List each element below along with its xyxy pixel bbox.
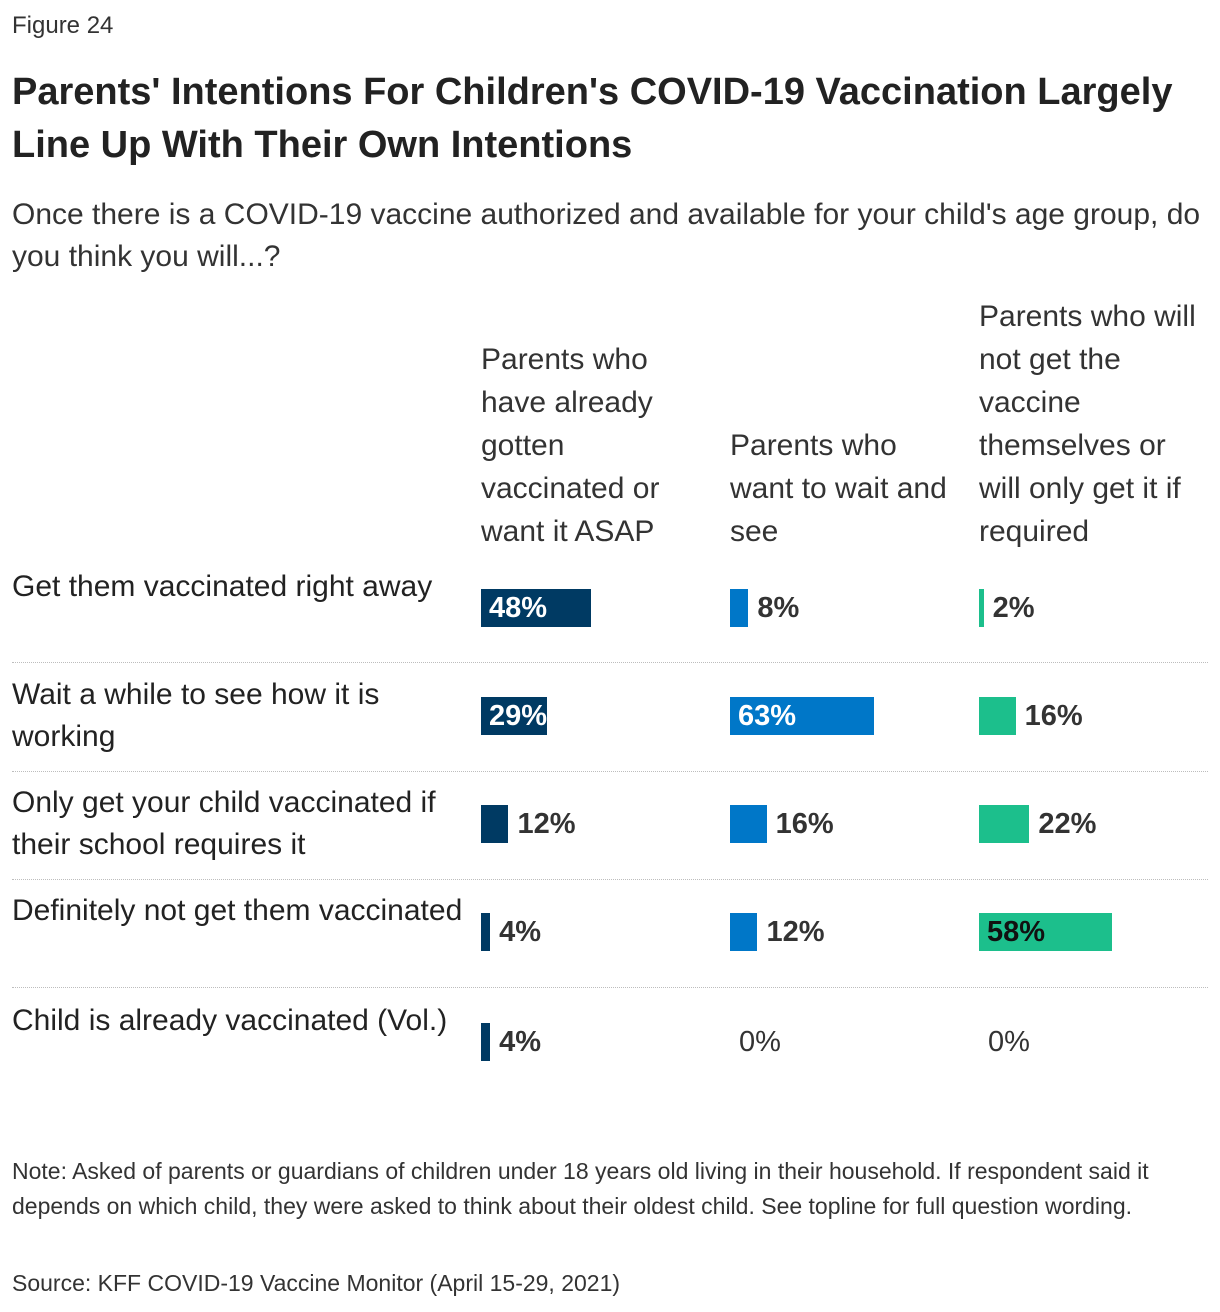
data-label: 4%	[499, 1026, 542, 1058]
data-label: 16%	[775, 808, 834, 840]
data-label: 12%	[766, 916, 825, 948]
bar	[730, 589, 749, 627]
row-label-3: Only get your child vaccinated if their …	[12, 786, 436, 861]
bar	[481, 805, 509, 843]
data-label: 48%	[489, 592, 548, 624]
bar	[979, 805, 1030, 843]
column-header-1: Parents who have already gotten vaccinat…	[481, 343, 660, 548]
data-label: 0%	[988, 1026, 1030, 1058]
data-label: 4%	[499, 916, 542, 948]
row-label-1: Get them vaccinated right away	[12, 570, 433, 603]
chart-source: Source: KFF COVID-19 Vaccine Monitor (Ap…	[12, 1270, 621, 1296]
data-label: 12%	[517, 808, 576, 840]
data-label: 63%	[738, 700, 797, 732]
data-label: 58%	[987, 916, 1046, 948]
bar	[730, 805, 767, 843]
data-label: 29%	[489, 700, 548, 732]
bar	[730, 913, 758, 951]
row-divider	[12, 879, 1208, 880]
chart-subtitle: Once there is a COVID-19 vaccine authori…	[12, 198, 1201, 273]
data-label: 0%	[739, 1026, 781, 1058]
row-divider	[12, 662, 1208, 663]
row-label-4: Definitely not get them vaccinated	[12, 894, 463, 927]
bar	[481, 697, 548, 735]
bar	[481, 589, 591, 627]
row-label-2: Wait a while to see how it is working	[12, 678, 380, 753]
data-label: 16%	[1024, 700, 1083, 732]
figure-label: Figure 24	[12, 12, 114, 39]
chart-note: Note: Asked of parents or guardians of c…	[12, 1158, 1149, 1219]
bar	[481, 1023, 491, 1061]
bar	[979, 589, 984, 627]
data-label: 8%	[757, 592, 800, 624]
chart-title: Parents' Intentions For Children's COVID…	[12, 71, 1173, 166]
bar	[979, 913, 1112, 951]
bar	[979, 697, 1016, 735]
data-label: 2%	[992, 592, 1035, 624]
column-header-2: Parents who want to wait and see	[730, 429, 947, 548]
column-header-3: Parents who will not get the vaccine the…	[979, 300, 1196, 548]
row-divider	[12, 987, 1208, 988]
data-label: 22%	[1038, 808, 1097, 840]
row-divider	[12, 771, 1208, 772]
bar	[730, 697, 875, 735]
bar	[481, 913, 491, 951]
row-label-5: Child is already vaccinated (Vol.)	[12, 1004, 448, 1037]
